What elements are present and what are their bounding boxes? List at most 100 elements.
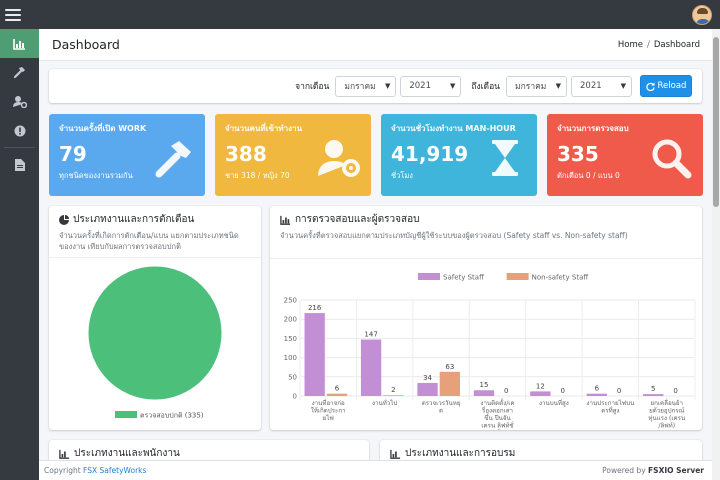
bar-value-label: 0 bbox=[504, 387, 508, 395]
bar-value-label: 34 bbox=[423, 374, 432, 382]
x-tick-label: งานทั่วไป bbox=[372, 399, 397, 407]
legend-swatch bbox=[115, 411, 137, 418]
legend-swatch bbox=[418, 273, 440, 280]
stat-card-workers[interactable]: จำนวนคนที่เข้าทำงาน 388 ชาย 318 / หญิง 7… bbox=[215, 114, 371, 196]
y-tick-label: 250 bbox=[284, 297, 297, 305]
copyright-label: Copyright bbox=[44, 466, 81, 475]
x-tick-label: ให้เกิดประกา bbox=[311, 407, 346, 415]
breadcrumb-home[interactable]: Home bbox=[617, 39, 643, 50]
bar-value-label: 6 bbox=[335, 385, 340, 393]
training-card: ประเภทงานและการอบรม bbox=[380, 440, 702, 460]
bar-value-label: 0 bbox=[617, 387, 621, 395]
to-year-select[interactable]: 2021 ▼ bbox=[571, 75, 632, 97]
bar-value-label: 2 bbox=[391, 386, 395, 394]
card-header: ประเภทงานและการตักเตือน จำนวนครั้งที่เกิ… bbox=[49, 206, 261, 258]
bar bbox=[304, 313, 325, 396]
bar bbox=[530, 391, 551, 396]
refresh-icon bbox=[645, 81, 655, 91]
stat-title: จำนวนครั้งที่เปิด WORK bbox=[59, 124, 147, 133]
reload-label: Reload bbox=[657, 81, 687, 91]
main-content: Dashboard Home / Dashboard จากเดือน มกราคม… bbox=[39, 29, 712, 460]
bar bbox=[383, 395, 404, 396]
to-month-select[interactable]: มกราคม ▼ bbox=[506, 75, 567, 97]
stat-value: 388 bbox=[225, 142, 267, 166]
search-icon bbox=[652, 139, 692, 179]
powered-label: Powered by bbox=[602, 466, 646, 475]
user-gear-icon bbox=[318, 140, 360, 177]
breadcrumb-current: Dashboard bbox=[653, 39, 700, 50]
bar-chart-icon bbox=[59, 449, 70, 459]
bar bbox=[439, 371, 460, 396]
y-tick-label: 100 bbox=[284, 354, 297, 362]
card-title: ประเภทงานและพนักงาน bbox=[59, 446, 359, 460]
card-title-text: ประเภทงานและพนักงาน bbox=[74, 448, 180, 459]
stat-card-inspections[interactable]: จำนวนการตรวจสอบ 335 ตักเตือน 0 / แบน 0 bbox=[547, 114, 703, 196]
x-tick-label: งานติดตั้ง/เค bbox=[480, 398, 514, 407]
pie-chart: ตรวจสอบปกติ (335) bbox=[87, 265, 223, 420]
sidebar-item-users[interactable] bbox=[0, 87, 39, 116]
hamburger-icon[interactable] bbox=[5, 8, 21, 21]
sidebar bbox=[0, 29, 39, 480]
legend-label: Safety Staff bbox=[443, 274, 484, 282]
reload-button[interactable]: Reload bbox=[640, 75, 692, 97]
bar bbox=[360, 339, 382, 396]
bar-value-label: 147 bbox=[364, 331, 377, 339]
content-header: Dashboard Home / Dashboard bbox=[39, 29, 712, 61]
sidebar-item-alerts[interactable] bbox=[0, 116, 39, 145]
stat-subtitle: ชั่วโมง bbox=[391, 171, 413, 180]
stat-value: 41,919 bbox=[391, 142, 469, 166]
alert-circle-icon bbox=[14, 125, 25, 136]
breadcrumb-separator: / bbox=[647, 39, 650, 50]
bar-value-label: 216 bbox=[308, 304, 322, 312]
x-tick-label: ดรที่สูง bbox=[601, 407, 619, 415]
card-subtitle: จำนวนครั้งที่ตรวจสอบแยกตามประเภทบัญชีผู้… bbox=[280, 231, 628, 240]
x-tick-label: งานที่อาจก่อ bbox=[312, 399, 345, 407]
workers-card: ประเภทงานและพนักงาน bbox=[49, 440, 369, 460]
x-tick-label: ตรวจเวรวันหยุ bbox=[422, 400, 461, 407]
stat-title: จำนวนชั่วโมงทำงาน MAN-HOUR bbox=[391, 124, 516, 133]
bar-chart-icon bbox=[280, 215, 291, 225]
user-avatar[interactable] bbox=[692, 4, 712, 25]
card-title-text: ประเภทงานและการตักเตือน bbox=[73, 214, 195, 225]
chevron-down-icon: ▼ bbox=[555, 82, 561, 90]
bar-value-label: 0 bbox=[673, 387, 677, 395]
chevron-down-icon: ▼ bbox=[620, 82, 626, 90]
user-gear-icon bbox=[12, 96, 27, 108]
from-month-value: มกราคม bbox=[344, 82, 376, 92]
sidebar-item-dashboard[interactable] bbox=[0, 29, 39, 58]
card-subtitle: จำนวนครั้งที่เกิดการตักเตือน/แบน แยกตามป… bbox=[59, 231, 239, 251]
stat-subtitle: ทุกชนิดของงานรวมกัน bbox=[59, 171, 133, 180]
x-tick-label: งานบนที่สูง bbox=[539, 399, 569, 407]
stat-card-man-hour[interactable]: จำนวนชั่วโมงทำงาน MAN-HOUR 41,919 ชั่วโม… bbox=[381, 114, 537, 196]
x-tick-label: ด bbox=[439, 408, 443, 415]
from-year-select[interactable]: 2021 ▼ bbox=[400, 75, 462, 97]
stat-title: จำนวนคนที่เข้าทำงาน bbox=[225, 124, 303, 133]
bar-chart: Safety Staff Non-safety Staff050100150200… bbox=[284, 273, 696, 430]
sidebar-item-reports[interactable] bbox=[0, 150, 39, 179]
stat-title: จำนวนการตรวจสอบ bbox=[557, 124, 629, 133]
chevron-down-icon: ▼ bbox=[384, 82, 391, 90]
breadcrumb: Home / Dashboard bbox=[618, 40, 700, 50]
x-tick-label: วคราวในการ bbox=[480, 429, 516, 430]
pie-chart-icon bbox=[59, 214, 69, 225]
company-link[interactable]: FSX SafetyWorks bbox=[83, 466, 147, 475]
sidebar-item-work[interactable] bbox=[0, 58, 39, 87]
bar bbox=[643, 394, 664, 396]
card-title-text: ประเภทงานและการอบรม bbox=[405, 448, 516, 459]
top-navbar bbox=[0, 0, 720, 29]
y-tick-label: 0 bbox=[293, 393, 297, 401]
stat-card-work-count[interactable]: จำนวนครั้งที่เปิด WORK 79 ทุกชนิดของงานร… bbox=[49, 114, 205, 196]
y-tick-label: 200 bbox=[284, 316, 297, 324]
sidebar-divider bbox=[4, 147, 35, 148]
card-header: การตรวจสอบและผู้ตรวจสอบ จำนวนครั้งที่ตรว… bbox=[270, 206, 702, 259]
scrollbar-thumb[interactable] bbox=[713, 37, 719, 207]
hammer-icon bbox=[155, 141, 191, 178]
vertical-scrollbar[interactable] bbox=[712, 29, 720, 480]
bar-value-label: 12 bbox=[536, 382, 545, 390]
x-tick-label: ขึ้น ปีนจัน bbox=[484, 413, 511, 422]
hammer-icon bbox=[13, 67, 25, 79]
legend-swatch bbox=[506, 273, 529, 280]
from-month-label: จากเดือน bbox=[295, 82, 330, 92]
x-tick-label: รื่องตอกเสา bbox=[481, 407, 513, 415]
from-month-select[interactable]: มกราคม ▼ bbox=[335, 75, 397, 97]
